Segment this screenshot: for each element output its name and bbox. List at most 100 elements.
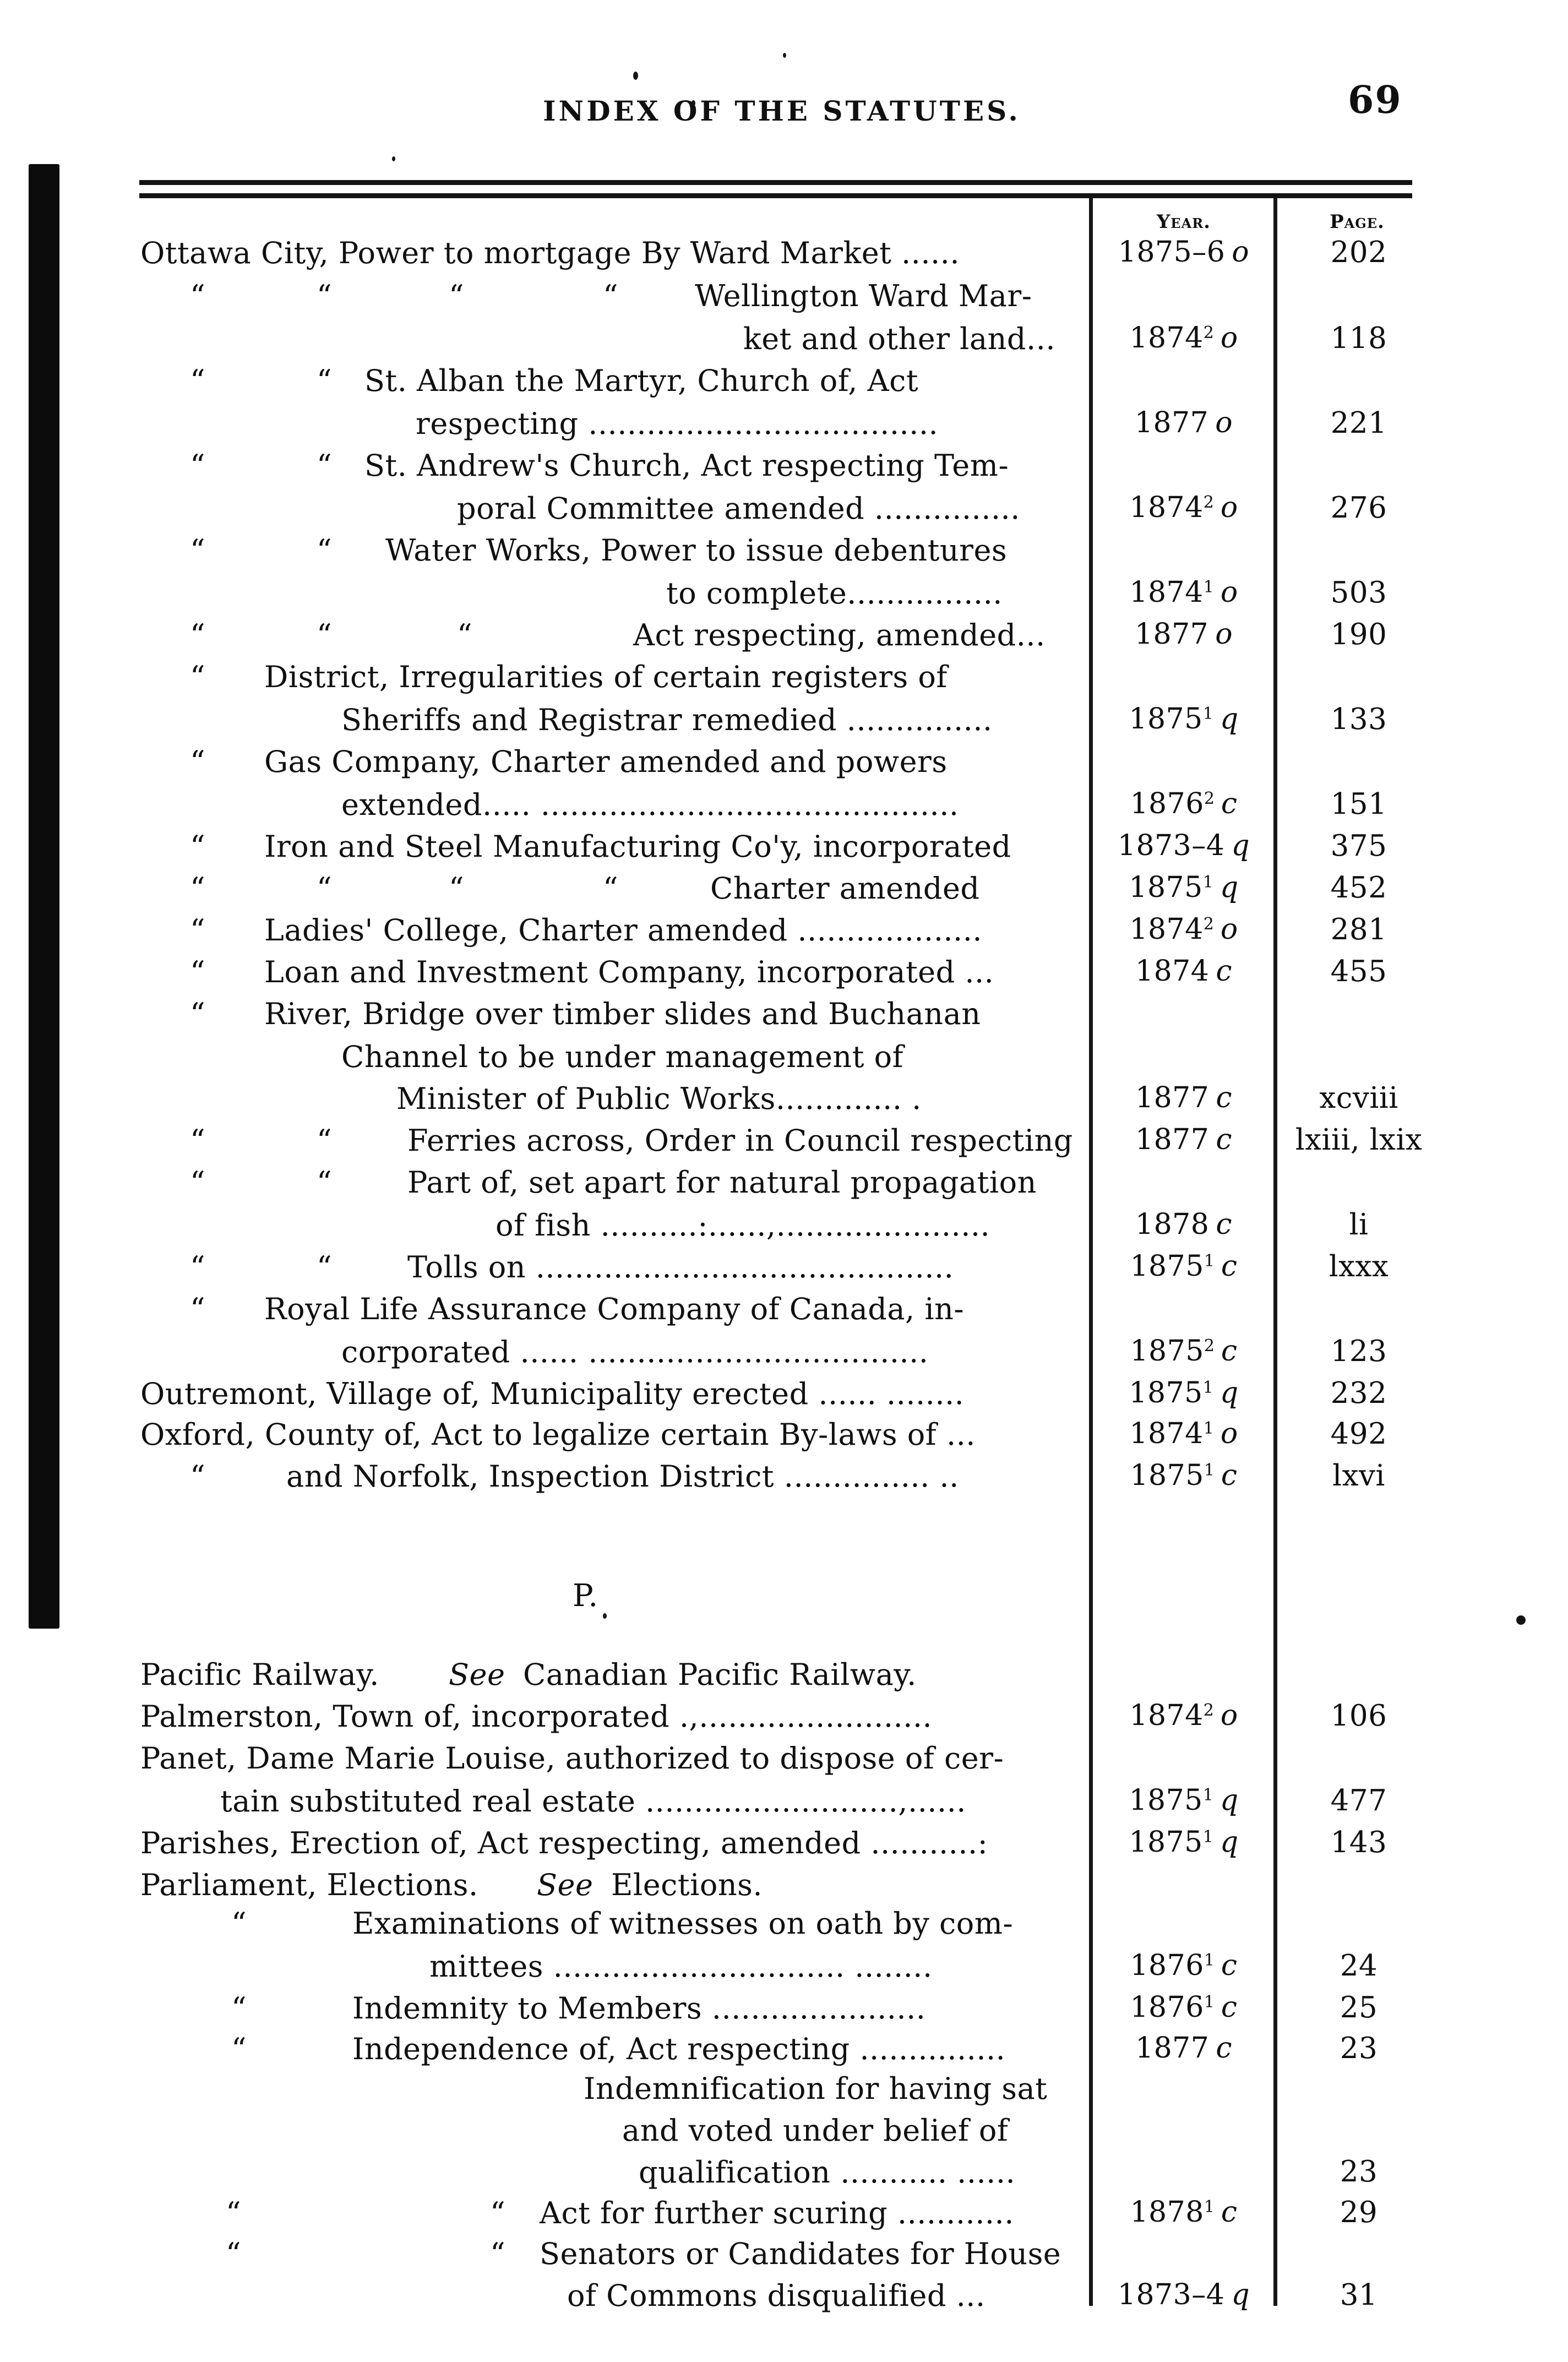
year-text: 2 bbox=[1203, 493, 1214, 512]
entry-text: Indemnification for having sat bbox=[584, 2071, 1048, 2106]
year-text: 1 bbox=[1204, 1251, 1215, 1271]
year-text: 1874 bbox=[1135, 955, 1210, 988]
year-text: o bbox=[1220, 576, 1238, 609]
entry-text: Canadian Pacific Railway. bbox=[523, 1657, 917, 1692]
year-cell: 1874 c bbox=[1093, 955, 1275, 988]
page-cell: 492 bbox=[1330, 1417, 1387, 1451]
year-cell: 18741 o bbox=[1093, 576, 1275, 609]
entry-text: Loan and Investment Company, incorporate… bbox=[264, 955, 994, 989]
year-text: 1874 bbox=[1129, 576, 1204, 609]
year-text: o bbox=[1215, 406, 1233, 439]
ditto-mark: “ bbox=[190, 533, 206, 568]
entry-text: Tolls on ...............................… bbox=[407, 1250, 954, 1285]
index-line: “ “ St. Andrew's Church, Act respecting Te… bbox=[0, 448, 1568, 492]
index-line: respecting .............................… bbox=[0, 406, 1568, 450]
ditto-mark: “ bbox=[603, 871, 619, 906]
year-cell: 1875–6 o bbox=[1093, 236, 1275, 269]
entry-text: and voted under belief of bbox=[622, 2113, 1009, 2148]
page-cell: 503 bbox=[1330, 576, 1387, 609]
year-cell: 18751 q bbox=[1093, 1826, 1275, 1859]
scan-speck bbox=[392, 156, 395, 161]
year-text: q bbox=[1219, 1826, 1239, 1859]
year-text: 1875–6 bbox=[1118, 236, 1226, 269]
scan-speck bbox=[603, 1613, 607, 1619]
year-text: 1 bbox=[1202, 1827, 1213, 1847]
entry-text: poral Committee amended ............... bbox=[457, 491, 1020, 526]
year-cell: 1873–4 q bbox=[1093, 829, 1275, 862]
entry-text: and Norfolk, Inspection District .......… bbox=[286, 1459, 959, 1494]
year-text: c bbox=[1221, 1459, 1238, 1492]
year-cell: 1877 c bbox=[1093, 1123, 1275, 1156]
entry-text: corporated ...... ......................… bbox=[341, 1335, 929, 1369]
ditto-mark: “ bbox=[190, 744, 206, 779]
year-text: 1878 bbox=[1130, 2196, 1204, 2229]
ditto-mark: “ bbox=[190, 660, 206, 694]
year-text: 1874 bbox=[1129, 913, 1204, 946]
index-line: “ District, Irregularities of certain reg… bbox=[0, 660, 1568, 704]
ditto-mark: “ bbox=[190, 1250, 206, 1285]
entry-text: Iron and Steel Manufacturing Co'y, incor… bbox=[264, 829, 1011, 864]
year-text: 1875 bbox=[1130, 1459, 1204, 1492]
entry-text: St. Alban the Martyr, Church of, Act bbox=[364, 363, 919, 398]
ditto-mark: “ bbox=[317, 1250, 333, 1285]
entry-text: respecting .............................… bbox=[416, 406, 939, 441]
ditto-mark: “ bbox=[190, 448, 206, 483]
page-cell: 375 bbox=[1330, 829, 1387, 863]
index-line: corporated ...... ......................… bbox=[0, 1335, 1568, 1379]
entry-text: Wellington Ward Mar- bbox=[695, 279, 1032, 313]
index-line: “ Royal Life Assurance Company of Canada,… bbox=[0, 1292, 1568, 1336]
year-cell: 18762 c bbox=[1093, 787, 1275, 820]
ditto-mark: “ bbox=[457, 618, 473, 652]
index-line: “ “ Senators or Candidates for House bbox=[0, 2236, 1568, 2281]
page-cell: 151 bbox=[1330, 787, 1387, 821]
year-text: 1 bbox=[1203, 578, 1214, 597]
ditto-mark: “ bbox=[317, 363, 333, 398]
year-text: 1873–4 bbox=[1117, 2278, 1225, 2311]
year-text: o bbox=[1232, 236, 1250, 269]
year-cell: 18751 q bbox=[1093, 703, 1275, 736]
page-cell: 106 bbox=[1330, 1699, 1387, 1733]
year-text: q bbox=[1219, 871, 1239, 904]
year-text: 1 bbox=[1204, 2197, 1215, 2217]
index-line: “ River, Bridge over timber slides and Bu… bbox=[0, 997, 1568, 1041]
entry-text: Gas Company, Charter amended and powers bbox=[264, 744, 948, 779]
year-text: 1 bbox=[1204, 1993, 1215, 2012]
year-text: 1875 bbox=[1129, 703, 1203, 736]
ditto-mark: “ bbox=[317, 533, 333, 568]
binding-shadow-bar bbox=[29, 164, 59, 1629]
year-text: 1876 bbox=[1130, 1949, 1204, 1982]
index-line: ket and other land... 18742 o 118 bbox=[0, 322, 1568, 366]
index-line: Parliament, Elections. See Elections. bbox=[0, 1868, 1568, 1912]
double-rule-bottom bbox=[139, 193, 1412, 198]
ditto-mark: “ bbox=[190, 1165, 206, 1200]
entry-text: See bbox=[537, 1868, 594, 1902]
year-text: c bbox=[1216, 1081, 1232, 1114]
index-line: Panet, Dame Marie Louise, authorized to … bbox=[0, 1741, 1568, 1785]
year-cell: 18742 o bbox=[1093, 1699, 1275, 1732]
entry-text: tain substituted real estate ...........… bbox=[220, 1784, 966, 1819]
index-line: “ “ Tolls on .............................… bbox=[0, 1250, 1568, 1294]
ditto-mark: “ bbox=[190, 618, 206, 652]
year-text: 1 bbox=[1202, 873, 1213, 892]
year-text: 2 bbox=[1204, 789, 1215, 808]
year-cell: 18742 o bbox=[1093, 913, 1275, 946]
page-column-header: Page. bbox=[1330, 211, 1385, 233]
index-line: and voted under belief of bbox=[0, 2113, 1568, 2157]
ditto-mark: “ bbox=[490, 2196, 506, 2230]
page-cell: 133 bbox=[1330, 703, 1387, 736]
page-cell: 23 bbox=[1340, 2032, 1378, 2065]
index-line: “ Examinations of witnesses on oath by co… bbox=[0, 1906, 1568, 1950]
year-cell: 18751 q bbox=[1093, 1784, 1275, 1817]
year-text: c bbox=[1221, 1335, 1238, 1368]
index-line: Oxford, County of, Act to legalize certa… bbox=[0, 1417, 1568, 1461]
index-line: “ Loan and Investment Company, incorporat… bbox=[0, 955, 1568, 999]
ditto-mark: “ bbox=[190, 997, 206, 1031]
page-number: 69 bbox=[1348, 78, 1402, 122]
index-line: Sheriffs and Registrar remedied ........… bbox=[0, 703, 1568, 747]
entry-text: Ferries across, Order in Council respect… bbox=[407, 1123, 1073, 1158]
entry-text: Oxford, County of, Act to legalize certa… bbox=[140, 1417, 976, 1452]
year-cell: 18751 c bbox=[1093, 1459, 1275, 1492]
year-text: 1875 bbox=[1130, 1335, 1204, 1368]
year-text: 1 bbox=[1204, 1461, 1215, 1480]
